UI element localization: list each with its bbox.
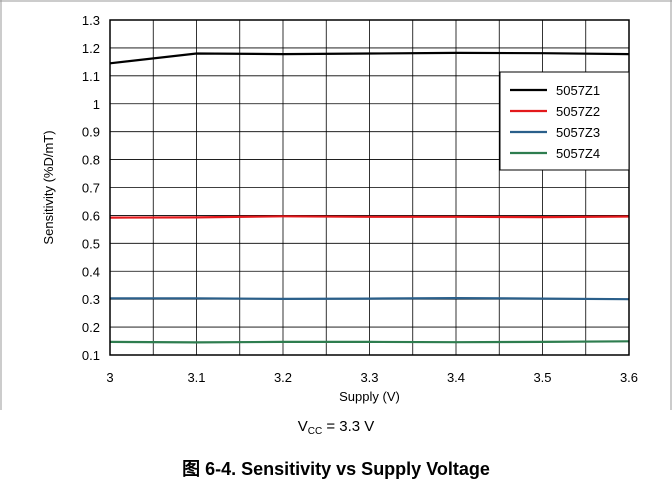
legend: 5057Z1 5057Z2 5057Z3 5057Z4 — [499, 71, 630, 171]
series-line-5057Z1 — [109, 51, 630, 65]
legend-label: 5057Z4 — [556, 146, 600, 161]
x-axis-label: Supply (V) — [339, 389, 400, 404]
condition-prefix: V — [297, 418, 308, 435]
y-tick-label: 1.3 — [82, 13, 100, 28]
y-tick-label: 0.3 — [82, 292, 100, 307]
series-line-5057Z2 — [109, 215, 630, 219]
x-tick-labels: 3 3.1 3.2 3.3 3.4 3.5 3.6 — [106, 370, 638, 385]
y-axis-label: Sensitivity (%D/mT) — [41, 130, 56, 244]
y-tick-label: 0.2 — [82, 320, 100, 335]
series-line-5057Z4 — [109, 340, 630, 344]
x-tick-label: 3.1 — [187, 370, 205, 385]
figure-caption: 图 6-4. Sensitivity vs Supply Voltage — [182, 459, 490, 479]
sensitivity-chart: 3 3.1 3.2 3.3 3.4 3.5 3.6 0.10.20.30.40.50.60.… — [0, 0, 672, 410]
series-line-5057Z3 — [110, 296, 630, 301]
y-tick-label: 0.7 — [82, 181, 100, 196]
x-tick-label: 3.2 — [274, 370, 292, 385]
legend-label: 5057Z3 — [556, 125, 600, 140]
x-tick-label: 3.6 — [620, 370, 638, 385]
x-tick-label: 3 — [106, 370, 113, 385]
legend-label: 5057Z2 — [556, 104, 600, 119]
x-tick-label: 3.5 — [533, 370, 551, 385]
legend-label: 5057Z1 — [556, 83, 600, 98]
y-tick-label: 1.1 — [82, 69, 100, 84]
y-tick-label: 0.9 — [82, 125, 100, 140]
y-tick-label: 0.4 — [82, 264, 100, 279]
grid — [109, 19, 630, 356]
y-tick-label: 0.5 — [82, 236, 100, 251]
y-tick-labels: 0.1 0.2 0.3 0.4 0.5 0.6 0.7 0.8 0.9 1 1.1 1.2 1.3 — [82, 13, 100, 363]
condition-subscript: CC — [307, 426, 323, 437]
y-tick-label: 0.1 — [82, 348, 100, 363]
test-condition: VCC = 3.3 V — [0, 418, 672, 437]
x-tick-label: 3.4 — [447, 370, 465, 385]
plot-area-border — [109, 19, 630, 356]
condition-suffix: = 3.3 V — [322, 418, 375, 435]
y-tick-label: 0.6 — [82, 208, 100, 223]
x-tick-label: 3.3 — [360, 370, 378, 385]
series-layer — [109, 51, 630, 344]
y-tick-label: 0.8 — [82, 153, 100, 168]
y-tick-label: 1.2 — [82, 41, 100, 56]
y-tick-label: 1 — [93, 97, 100, 112]
